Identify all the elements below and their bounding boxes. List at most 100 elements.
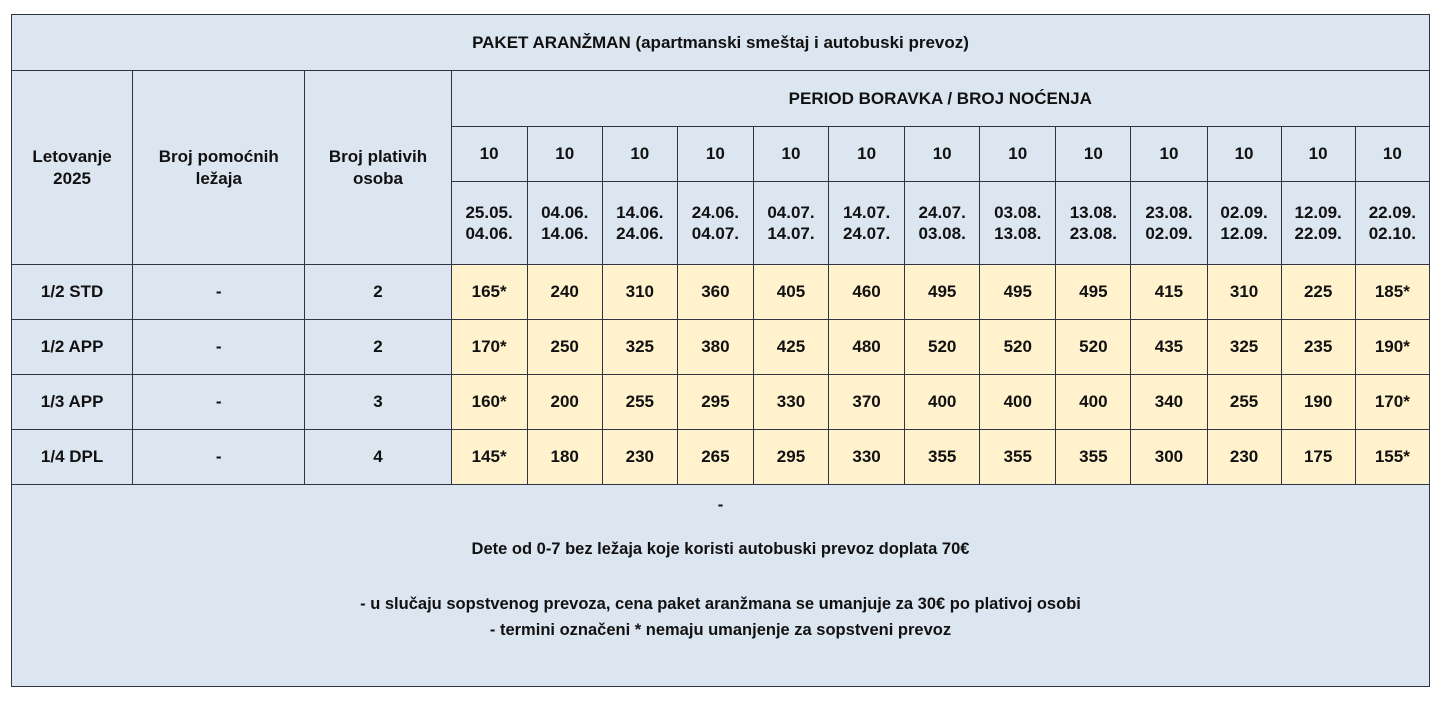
price-cell: 480 — [828, 319, 906, 375]
price-cell: 190 — [1280, 374, 1356, 430]
period-to: 02.10. — [1368, 224, 1416, 243]
period-nights: 10 — [1354, 126, 1431, 182]
period-to: 14.06. — [541, 224, 589, 243]
extra-beds-value: - — [132, 319, 306, 375]
price-cell: 415 — [1130, 264, 1208, 320]
period-to: 14.07. — [767, 224, 815, 243]
price-cell: 400 — [904, 374, 981, 430]
footer-notes: - Dete od 0-7 bez ležaja koje koristi au… — [11, 484, 1430, 687]
period-nights: 10 — [828, 126, 906, 182]
price-cell: 255 — [601, 374, 678, 430]
period-dates: 24.06. 04.07. — [676, 181, 754, 265]
period-nights: 10 — [601, 126, 678, 182]
period-from: 14.06. — [616, 202, 664, 222]
period-to: 12.09. — [1220, 224, 1268, 243]
period-dates: 14.07. 24.07. — [828, 181, 906, 265]
period-dates: 12.09. 22.09. — [1280, 181, 1356, 265]
price-cell: 520 — [979, 319, 1057, 375]
price-cell: 310 — [601, 264, 678, 320]
price-cell: 295 — [752, 429, 830, 485]
nights-row: 10 10 10 10 10 10 10 10 10 10 10 10 10 — [12, 126, 1431, 182]
price-cell: 255 — [1206, 374, 1282, 430]
price-cell: 170* — [450, 319, 528, 375]
table-title: PAKET ARANŽMAN (apartmanski smeštaj i au… — [11, 14, 1430, 71]
period-from: 14.07. — [842, 202, 891, 222]
accommodation-type: 1/3 APP — [10, 374, 134, 430]
footer-row: - Dete od 0-7 bez ležaja koje koristi au… — [11, 484, 1430, 687]
period-to: 13.08. — [994, 224, 1042, 243]
period-from: 25.05. — [465, 202, 513, 222]
paying-persons-header-line2: osoba — [352, 168, 403, 188]
period-from: 12.09. — [1294, 202, 1342, 222]
paying-persons-header: Broj plativih osoba — [304, 70, 452, 265]
price-cell: 235 — [1280, 319, 1356, 375]
price-cell: 185* — [1354, 264, 1431, 320]
table-row: 1/3 APP -3 160* 200 255 295 330 370 400 400 400 340… — [10, 374, 1431, 430]
season-label: Letovanje — [32, 147, 112, 167]
period-to: 04.07. — [691, 224, 740, 243]
period-to: 24.06. — [616, 224, 664, 243]
paying-persons-value: 2 — [304, 319, 452, 375]
price-cell: 330 — [828, 429, 906, 485]
price-cell: 425 — [752, 319, 830, 375]
price-cell: 520 — [1055, 319, 1132, 375]
price-cell: 165* — [450, 264, 528, 320]
period-dates: 04.06. 14.06. — [526, 181, 603, 265]
price-cell: 250 — [526, 319, 603, 375]
period-from: 23.08. — [1145, 202, 1193, 222]
table-row: 1/2 STD -2 165* 240 310 360 405 460 495 495 495 415… — [10, 264, 1431, 320]
period-dates: 25.05. 04.06. — [450, 181, 528, 265]
period-from: 22.09. — [1368, 202, 1416, 222]
period-from: 24.06. — [691, 202, 740, 222]
period-from: 13.08. — [1069, 202, 1117, 222]
price-cell: 300 — [1130, 429, 1208, 485]
price-cell: 355 — [904, 429, 981, 485]
period-dates: 14.06. 24.06. — [601, 181, 678, 265]
price-cell: 340 — [1130, 374, 1208, 430]
price-cell: 230 — [1206, 429, 1282, 485]
title-row: PAKET ARANŽMAN (apartmanski smeštaj i au… — [11, 14, 1430, 71]
period-from: 04.06. — [541, 202, 589, 222]
price-cell: 380 — [676, 319, 754, 375]
price-cell: 400 — [979, 374, 1057, 430]
table-row: 1/2 APP -2 170* 250 325 380 425 480 520 520 520 435… — [10, 319, 1431, 375]
price-cell: 160* — [450, 374, 528, 430]
period-dates: 23.08. 02.09. — [1130, 181, 1208, 265]
season-year: 2025 — [53, 168, 91, 188]
dates-row: 25.05. 04.06. 04.06. 14.06. 14.06. 24.06. 24.0… — [12, 181, 1431, 265]
paying-persons-value: 3 — [304, 374, 452, 430]
child-note: Dete od 0-7 bez ležaja koje koristi auto… — [471, 539, 970, 558]
season-cell: Letovanje 2025 — [10, 70, 134, 265]
footer-dash: - — [717, 496, 724, 514]
period-dates: 03.08. 13.08. — [979, 181, 1057, 265]
price-cell: 360 — [676, 264, 754, 320]
extra-beds-value: - — [132, 429, 306, 485]
price-cell: 170* — [1354, 374, 1431, 430]
price-cell: 325 — [1206, 319, 1282, 375]
period-nights: 10 — [752, 126, 830, 182]
period-to: 23.08. — [1069, 224, 1117, 243]
period-to: 02.09. — [1145, 224, 1193, 243]
price-cell: 190* — [1354, 319, 1431, 375]
extra-beds-header: Broj pomoćnih ležaja — [132, 70, 306, 265]
price-cell: 405 — [752, 264, 830, 320]
paying-persons-value: 4 — [304, 429, 452, 485]
period-nights: 10 — [904, 126, 981, 182]
asterisk-note: - termini označeni * nemaju umanjenje za… — [489, 620, 952, 639]
accommodation-type: 1/2 STD — [10, 264, 134, 320]
price-cell: 265 — [676, 429, 754, 485]
transport-note: - u slučaju sopstvenog prevoza, cena pak… — [360, 595, 1081, 614]
price-cell: 145* — [450, 429, 528, 485]
period-header-row: Letovanje 2025 Broj pomoćnih ležaja Broj… — [10, 70, 1431, 265]
period-nights: 10 — [676, 126, 754, 182]
price-cell: 495 — [904, 264, 981, 320]
extra-beds-header-line1: Broj pomoćnih — [158, 147, 279, 167]
period-nights: 10 — [979, 126, 1057, 182]
period-from: 02.09. — [1220, 202, 1268, 222]
price-cell: 240 — [526, 264, 603, 320]
extra-beds-value: - — [132, 264, 306, 320]
period-dates: 24.07. 03.08. — [904, 181, 981, 265]
accommodation-type: 1/2 APP — [10, 319, 134, 375]
period-nights: 10 — [1130, 126, 1208, 182]
price-cell: 155* — [1354, 429, 1431, 485]
